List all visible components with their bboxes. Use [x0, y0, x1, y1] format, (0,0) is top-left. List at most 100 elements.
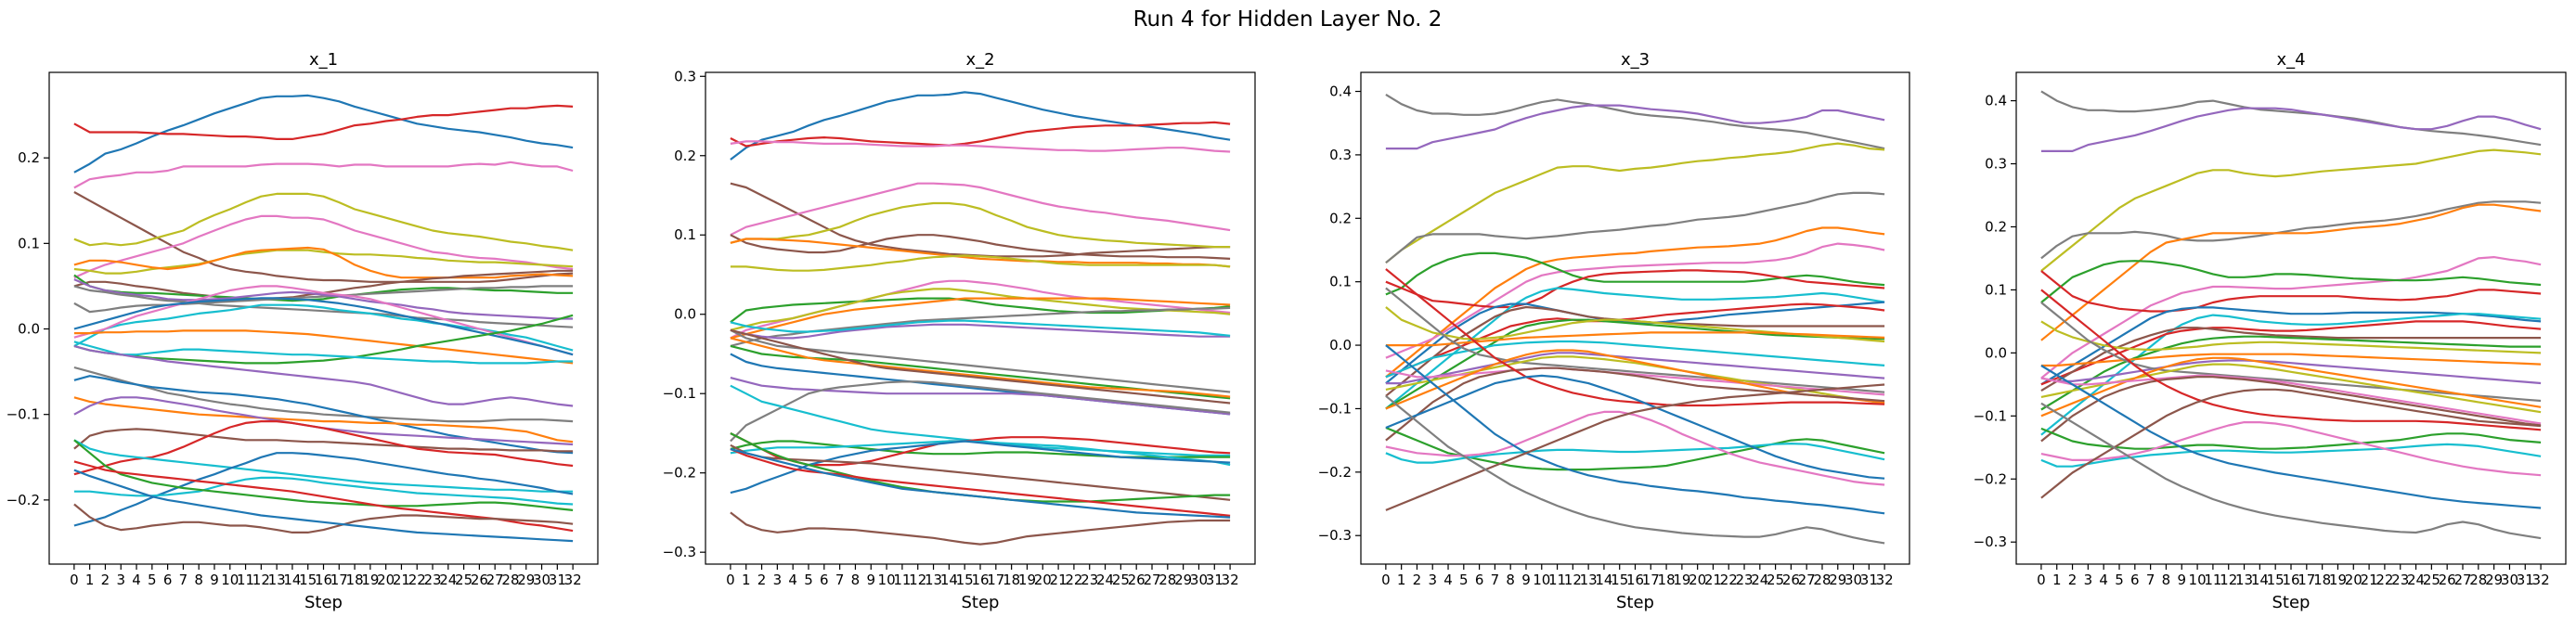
x-tick-label: 32: [1876, 572, 1894, 588]
y-tick-label: −0.3: [1318, 527, 1352, 544]
x-tick-label: 7: [179, 572, 188, 588]
x-tick-label: 12: [909, 572, 926, 588]
x-tick-label: 16: [315, 572, 332, 588]
series-line-28: [730, 440, 1231, 495]
x-tick-label: 18: [346, 572, 364, 588]
x-tick-label: 10: [221, 572, 239, 588]
series-line-3: [1385, 142, 1885, 264]
x-tick-label: 17: [987, 572, 1004, 588]
x-tick-label: 20: [377, 572, 395, 588]
x-tick-label: 13: [1580, 572, 1598, 588]
x-tick-label: 9: [2177, 572, 2186, 588]
x-tick-label: 11: [893, 572, 911, 588]
series-line-2: [730, 121, 1231, 148]
x-tick-label: 11: [2204, 572, 2221, 588]
x-tick-label: 19: [2329, 572, 2347, 588]
x-tick-label: 10: [2189, 572, 2207, 588]
x-tick-label: 32: [564, 572, 582, 588]
x-tick-label: 13: [2235, 572, 2253, 588]
series-line-26: [2040, 365, 2542, 509]
x-tick-label: 3: [2084, 572, 2093, 588]
y-tick-label: 0.1: [1329, 274, 1352, 290]
x-tick-label: 9: [866, 572, 875, 588]
y-tick-label: 0.1: [674, 226, 696, 243]
series-line-23: [2040, 427, 2542, 450]
figure-title: Run 4 for Hidden Layer No. 2: [1133, 7, 1443, 32]
series-line-5: [2040, 203, 2542, 341]
series-line-13: [2040, 335, 2542, 411]
x-tick-label: 1: [1397, 572, 1406, 588]
x-tick-label: 17: [330, 572, 348, 588]
series-line-26: [1385, 374, 1885, 480]
series-line-20: [73, 344, 574, 407]
x-tick-label: 1: [85, 572, 95, 588]
series-line-29: [730, 443, 1231, 501]
series-line-25: [73, 428, 574, 453]
series-line-27: [2040, 388, 2542, 499]
series-line-1: [73, 94, 574, 174]
x-tick-label: 29: [517, 572, 535, 588]
x-tick-label: 21: [1704, 572, 1722, 588]
series-line-16: [2040, 359, 2542, 385]
x-tick-label: 22: [408, 572, 426, 588]
x-tick-label: 0: [1381, 572, 1391, 588]
series-line-22: [73, 375, 574, 455]
y-tick-label: −0.2: [6, 492, 40, 508]
x-tick-label: 20: [2345, 572, 2362, 588]
series-line-25: [1385, 443, 1885, 464]
series-line-24: [1385, 426, 1885, 471]
series-line-4: [1385, 191, 1885, 264]
x-tick-label: 16: [2282, 572, 2299, 588]
series-line-17: [1385, 352, 1885, 385]
x-axis-label: Step: [2272, 593, 2311, 612]
x-tick-label: 32: [2532, 572, 2550, 588]
series-line-13: [1385, 318, 1885, 410]
series-line-12: [73, 278, 574, 320]
x-axis-label: Step: [304, 593, 343, 612]
x-tick-label: 15: [2267, 572, 2285, 588]
x-tick-label: 21: [393, 572, 410, 588]
series-line-3: [2040, 148, 2542, 272]
x-tick-label: 15: [956, 572, 974, 588]
series-line-20: [730, 328, 1231, 405]
series-line-7: [2040, 260, 2542, 303]
x-tick-label: 19: [1018, 572, 1036, 588]
series-line-10: [73, 274, 574, 302]
x-tick-label: 6: [163, 572, 173, 588]
y-tick-label: 0.2: [1329, 210, 1352, 226]
series-line-19: [1385, 355, 1885, 405]
x-tick-label: 31: [1860, 572, 1878, 588]
x-tick-label: 24: [1751, 572, 1768, 588]
y-tick-label: 0.0: [674, 306, 696, 323]
axes-frame: [2015, 71, 2567, 565]
y-tick-label: 0.3: [1329, 147, 1352, 163]
x-tick-label: 0: [70, 572, 79, 588]
y-tick-label: 0.1: [1985, 281, 2007, 298]
series-line-7: [730, 234, 1231, 260]
series-line-14: [730, 306, 1231, 347]
x-tick-label: 15: [1611, 572, 1628, 588]
y-tick-label: 0.0: [1329, 337, 1352, 353]
series-line-9: [730, 254, 1231, 272]
series-line-23: [1385, 268, 1885, 407]
series-line-5: [1385, 226, 1885, 379]
y-tick-label: 0.2: [18, 149, 40, 166]
series-line-29: [73, 476, 574, 506]
series-line-21: [73, 366, 574, 423]
series-lines: [1385, 93, 1885, 545]
subplot-x_3: x_3−0.3−0.2−0.10.00.10.20.30.40 1 2 3 4 5 6 7 8 9…: [1318, 50, 1910, 612]
series-line-18: [73, 314, 574, 365]
series-line-30: [1385, 394, 1885, 545]
x-tick-label: 2: [2068, 572, 2078, 588]
x-tick-label: 1: [742, 572, 751, 588]
x-tick-label: 12: [2220, 572, 2237, 588]
subplot-x_1: x_1−0.2−0.10.00.10.20 1 2 3 4 5 6 7 8 9 1011121314…: [6, 50, 599, 612]
series-line-25: [730, 440, 1231, 458]
x-tick-label: 22: [2375, 572, 2393, 588]
y-tick-label: 0.3: [1985, 156, 2007, 173]
x-tick-label: 28: [1159, 572, 1176, 588]
x-tick-label: 20: [1689, 572, 1706, 588]
x-tick-label: 22: [1720, 572, 1738, 588]
y-tick-label: −0.2: [663, 465, 696, 482]
